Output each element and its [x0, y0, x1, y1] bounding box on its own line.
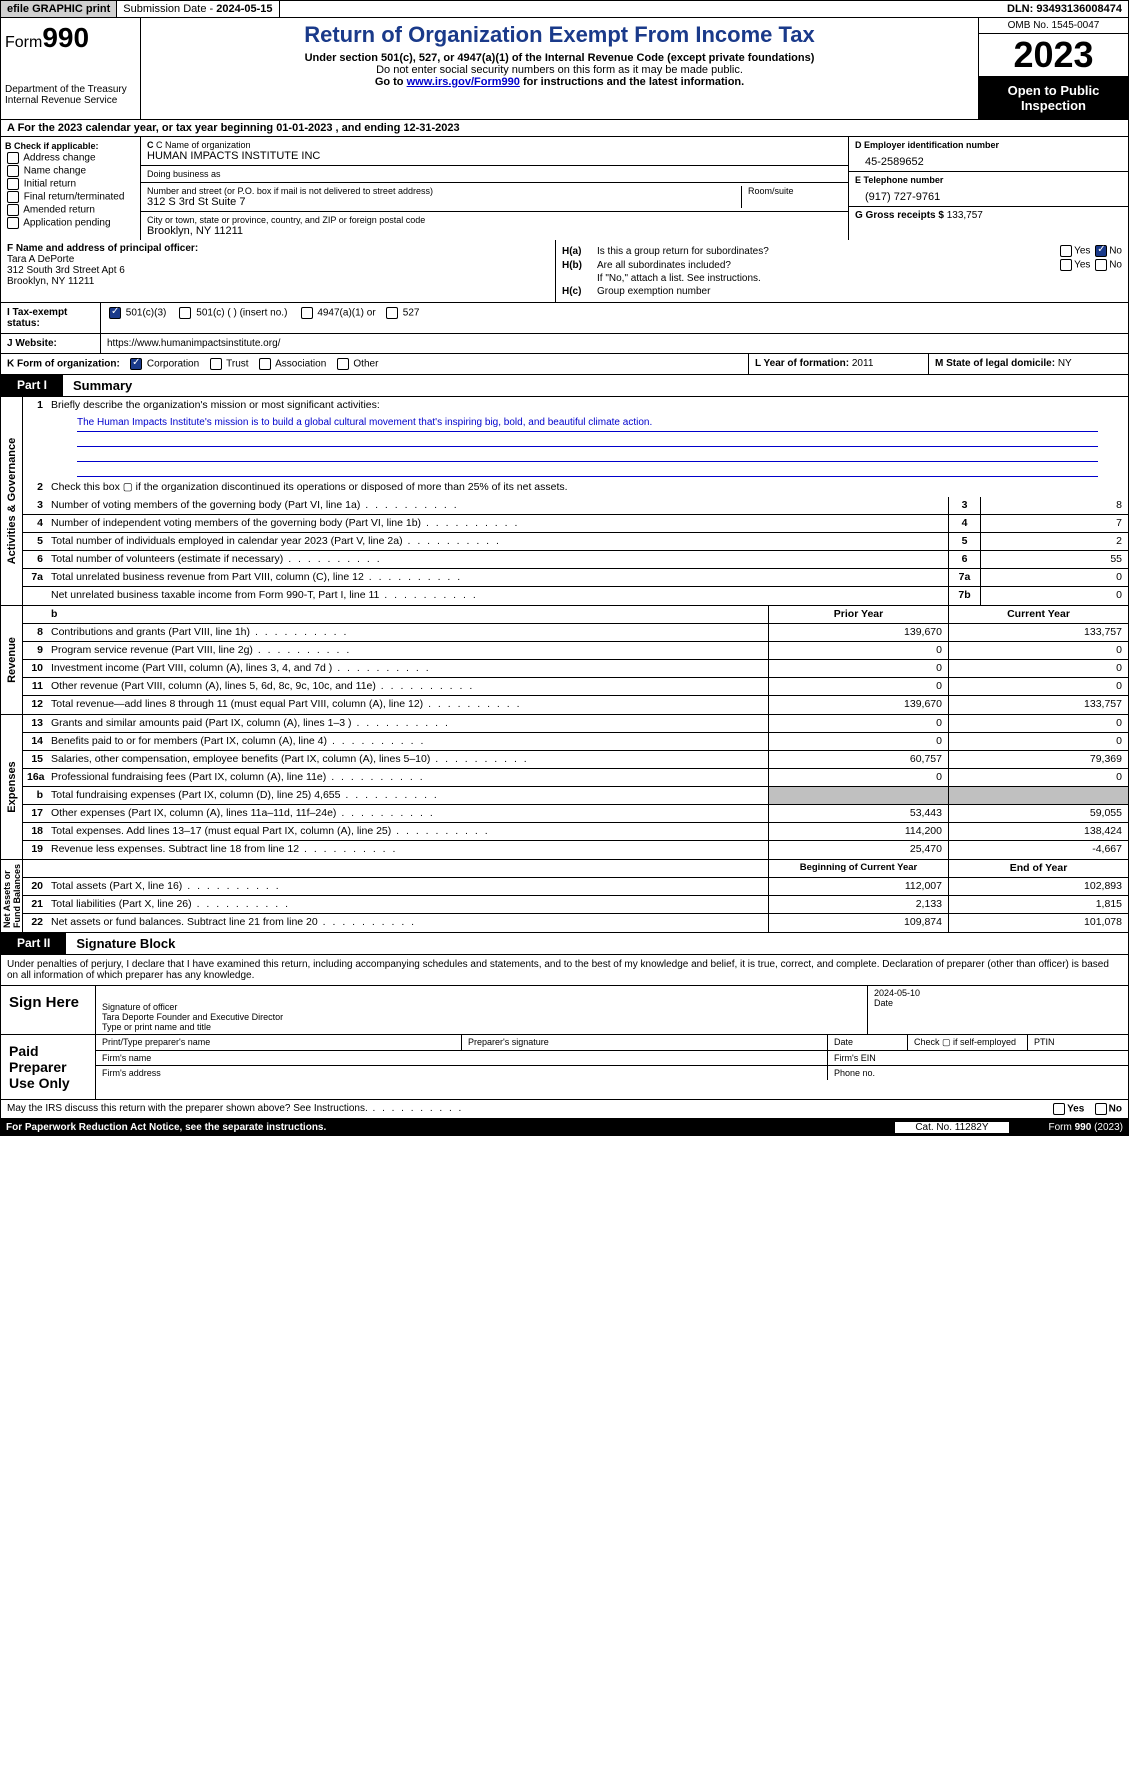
subordinates-hb: H(b)Are all subordinates included? Yes N… — [562, 259, 1122, 271]
instructions-note: Go to www.irs.gov/Form990 for instructio… — [161, 76, 958, 88]
part2-header: Part II Signature Block — [0, 933, 1129, 955]
mission-text: The Human Impacts Institute's mission is… — [23, 415, 1128, 479]
chk-corp[interactable] — [130, 358, 142, 370]
ein-cell: D Employer identification number 45-2589… — [849, 137, 1128, 172]
chk-527[interactable] — [386, 307, 398, 319]
city-cell: City or town, state or province, country… — [141, 212, 848, 240]
summary-line: 16aProfessional fundraising fees (Part I… — [23, 769, 1128, 787]
tax-exempt-row: I Tax-exempt status: 501(c)(3) 501(c) ( … — [0, 303, 1129, 334]
summary-line: 17Other expenses (Part IX, column (A), l… — [23, 805, 1128, 823]
group-exemption-hc: H(c)Group exemption number — [562, 286, 1122, 297]
form-header: Form990 Department of the Treasury Inter… — [0, 18, 1129, 120]
submission-date: Submission Date - 2024-05-15 — [117, 1, 279, 17]
chk-address-change[interactable]: Address change — [5, 152, 136, 164]
omb-number: OMB No. 1545-0047 — [979, 18, 1128, 34]
discuss-row: May the IRS discuss this return with the… — [0, 1100, 1129, 1119]
org-name-cell: C C Name of organization HUMAN IMPACTS I… — [141, 137, 848, 166]
summary-line: 19Revenue less expenses. Subtract line 1… — [23, 841, 1128, 859]
sign-here-block: Sign Here Signature of officer Tara Depo… — [0, 986, 1129, 1035]
chk-assoc[interactable] — [259, 358, 271, 370]
gross-receipts-cell: G Gross receipts $ 133,757 — [849, 207, 1128, 224]
gov-line: 3Number of voting members of the governi… — [23, 497, 1128, 515]
activities-governance-section: Activities & Governance 1 Briefly descri… — [0, 397, 1129, 606]
address-cell: Number and street (or P.O. box if mail i… — [141, 183, 848, 212]
summary-line: 14Benefits paid to or for members (Part … — [23, 733, 1128, 751]
ssn-note: Do not enter social security numbers on … — [161, 64, 958, 76]
phone-cell: E Telephone number (917) 727-9761 — [849, 172, 1128, 207]
summary-line: 12Total revenue—add lines 8 through 11 (… — [23, 696, 1128, 714]
principal-officer: F Name and address of principal officer:… — [1, 240, 556, 302]
chk-name-change[interactable]: Name change — [5, 165, 136, 177]
website-row: J Website: https://www.humanimpactsinsti… — [0, 334, 1129, 354]
hb-note: If "No," attach a list. See instructions… — [562, 273, 1122, 284]
summary-line: 20Total assets (Part X, line 16)112,0071… — [23, 878, 1128, 896]
summary-line: 21Total liabilities (Part X, line 26)2,1… — [23, 896, 1128, 914]
summary-line: 9Program service revenue (Part VIII, lin… — [23, 642, 1128, 660]
dept-treasury: Department of the Treasury Internal Reve… — [5, 84, 136, 106]
revenue-section: Revenue b Prior Year Current Year 8Contr… — [0, 606, 1129, 715]
side-label-exp: Expenses — [6, 761, 18, 812]
chk-other[interactable] — [337, 358, 349, 370]
side-label-gov: Activities & Governance — [6, 438, 18, 565]
chk-app-pending[interactable]: Application pending — [5, 217, 136, 229]
gov-line: 7aTotal unrelated business revenue from … — [23, 569, 1128, 587]
summary-line: bTotal fundraising expenses (Part IX, co… — [23, 787, 1128, 805]
gov-line: Net unrelated business taxable income fr… — [23, 587, 1128, 605]
side-label-na: Net Assets or Fund Balances — [2, 864, 22, 928]
chk-501c3[interactable] — [109, 307, 121, 319]
org-form-row: K Form of organization: Corporation Trus… — [0, 354, 1129, 375]
chk-501c[interactable] — [179, 307, 191, 319]
box-b-header: B Check if applicable: — [5, 141, 136, 151]
chk-4947[interactable] — [301, 307, 313, 319]
main-info-block: B Check if applicable: Address change Na… — [0, 137, 1129, 240]
paid-preparer-block: Paid Preparer Use Only Print/Type prepar… — [0, 1035, 1129, 1100]
net-assets-section: Net Assets or Fund Balances Beginning of… — [0, 860, 1129, 933]
chk-initial-return[interactable]: Initial return — [5, 178, 136, 190]
open-to-public: Open to Public Inspection — [979, 77, 1128, 119]
irs-link[interactable]: www.irs.gov/Form990 — [407, 76, 520, 88]
summary-line: 18Total expenses. Add lines 13–17 (must … — [23, 823, 1128, 841]
tax-year: 2023 — [979, 34, 1128, 77]
side-label-rev: Revenue — [6, 637, 18, 683]
summary-line: 15Salaries, other compensation, employee… — [23, 751, 1128, 769]
dln: DLN: 93493136008474 — [1001, 1, 1128, 17]
officer-group-row: F Name and address of principal officer:… — [0, 240, 1129, 303]
chk-trust[interactable] — [210, 358, 222, 370]
efile-print-button[interactable]: efile GRAPHIC print — [1, 1, 117, 17]
gov-line: 4Number of independent voting members of… — [23, 515, 1128, 533]
form-title: Return of Organization Exempt From Incom… — [161, 22, 958, 48]
summary-line: 13Grants and similar amounts paid (Part … — [23, 715, 1128, 733]
expenses-section: Expenses 13Grants and similar amounts pa… — [0, 715, 1129, 860]
form-subtitle: Under section 501(c), 527, or 4947(a)(1)… — [161, 52, 958, 64]
chk-final-return[interactable]: Final return/terminated — [5, 191, 136, 203]
summary-line: 22Net assets or fund balances. Subtract … — [23, 914, 1128, 932]
chk-amended[interactable]: Amended return — [5, 204, 136, 216]
summary-line: 10Investment income (Part VIII, column (… — [23, 660, 1128, 678]
gov-line: 2Check this box ▢ if the organization di… — [23, 479, 1128, 497]
group-return-ha: H(a)Is this a group return for subordina… — [562, 245, 1122, 257]
top-bar: efile GRAPHIC print Submission Date - 20… — [0, 0, 1129, 18]
summary-line: 11Other revenue (Part VIII, column (A), … — [23, 678, 1128, 696]
year-formation: L Year of formation: 2011 — [748, 354, 928, 374]
form-number: Form990 — [5, 22, 136, 54]
part1-header: Part I Summary — [0, 375, 1129, 397]
line-a-tax-year: A For the 2023 calendar year, or tax yea… — [0, 120, 1129, 137]
declaration-text: Under penalties of perjury, I declare th… — [0, 955, 1129, 986]
gov-line: 5Total number of individuals employed in… — [23, 533, 1128, 551]
summary-line: 8Contributions and grants (Part VIII, li… — [23, 624, 1128, 642]
gov-line: 6Total number of volunteers (estimate if… — [23, 551, 1128, 569]
ha-no-check — [1095, 245, 1107, 257]
footer: For Paperwork Reduction Act Notice, see … — [0, 1119, 1129, 1136]
dba-cell: Doing business as — [141, 166, 848, 183]
state-domicile: M State of legal domicile: NY — [928, 354, 1128, 374]
